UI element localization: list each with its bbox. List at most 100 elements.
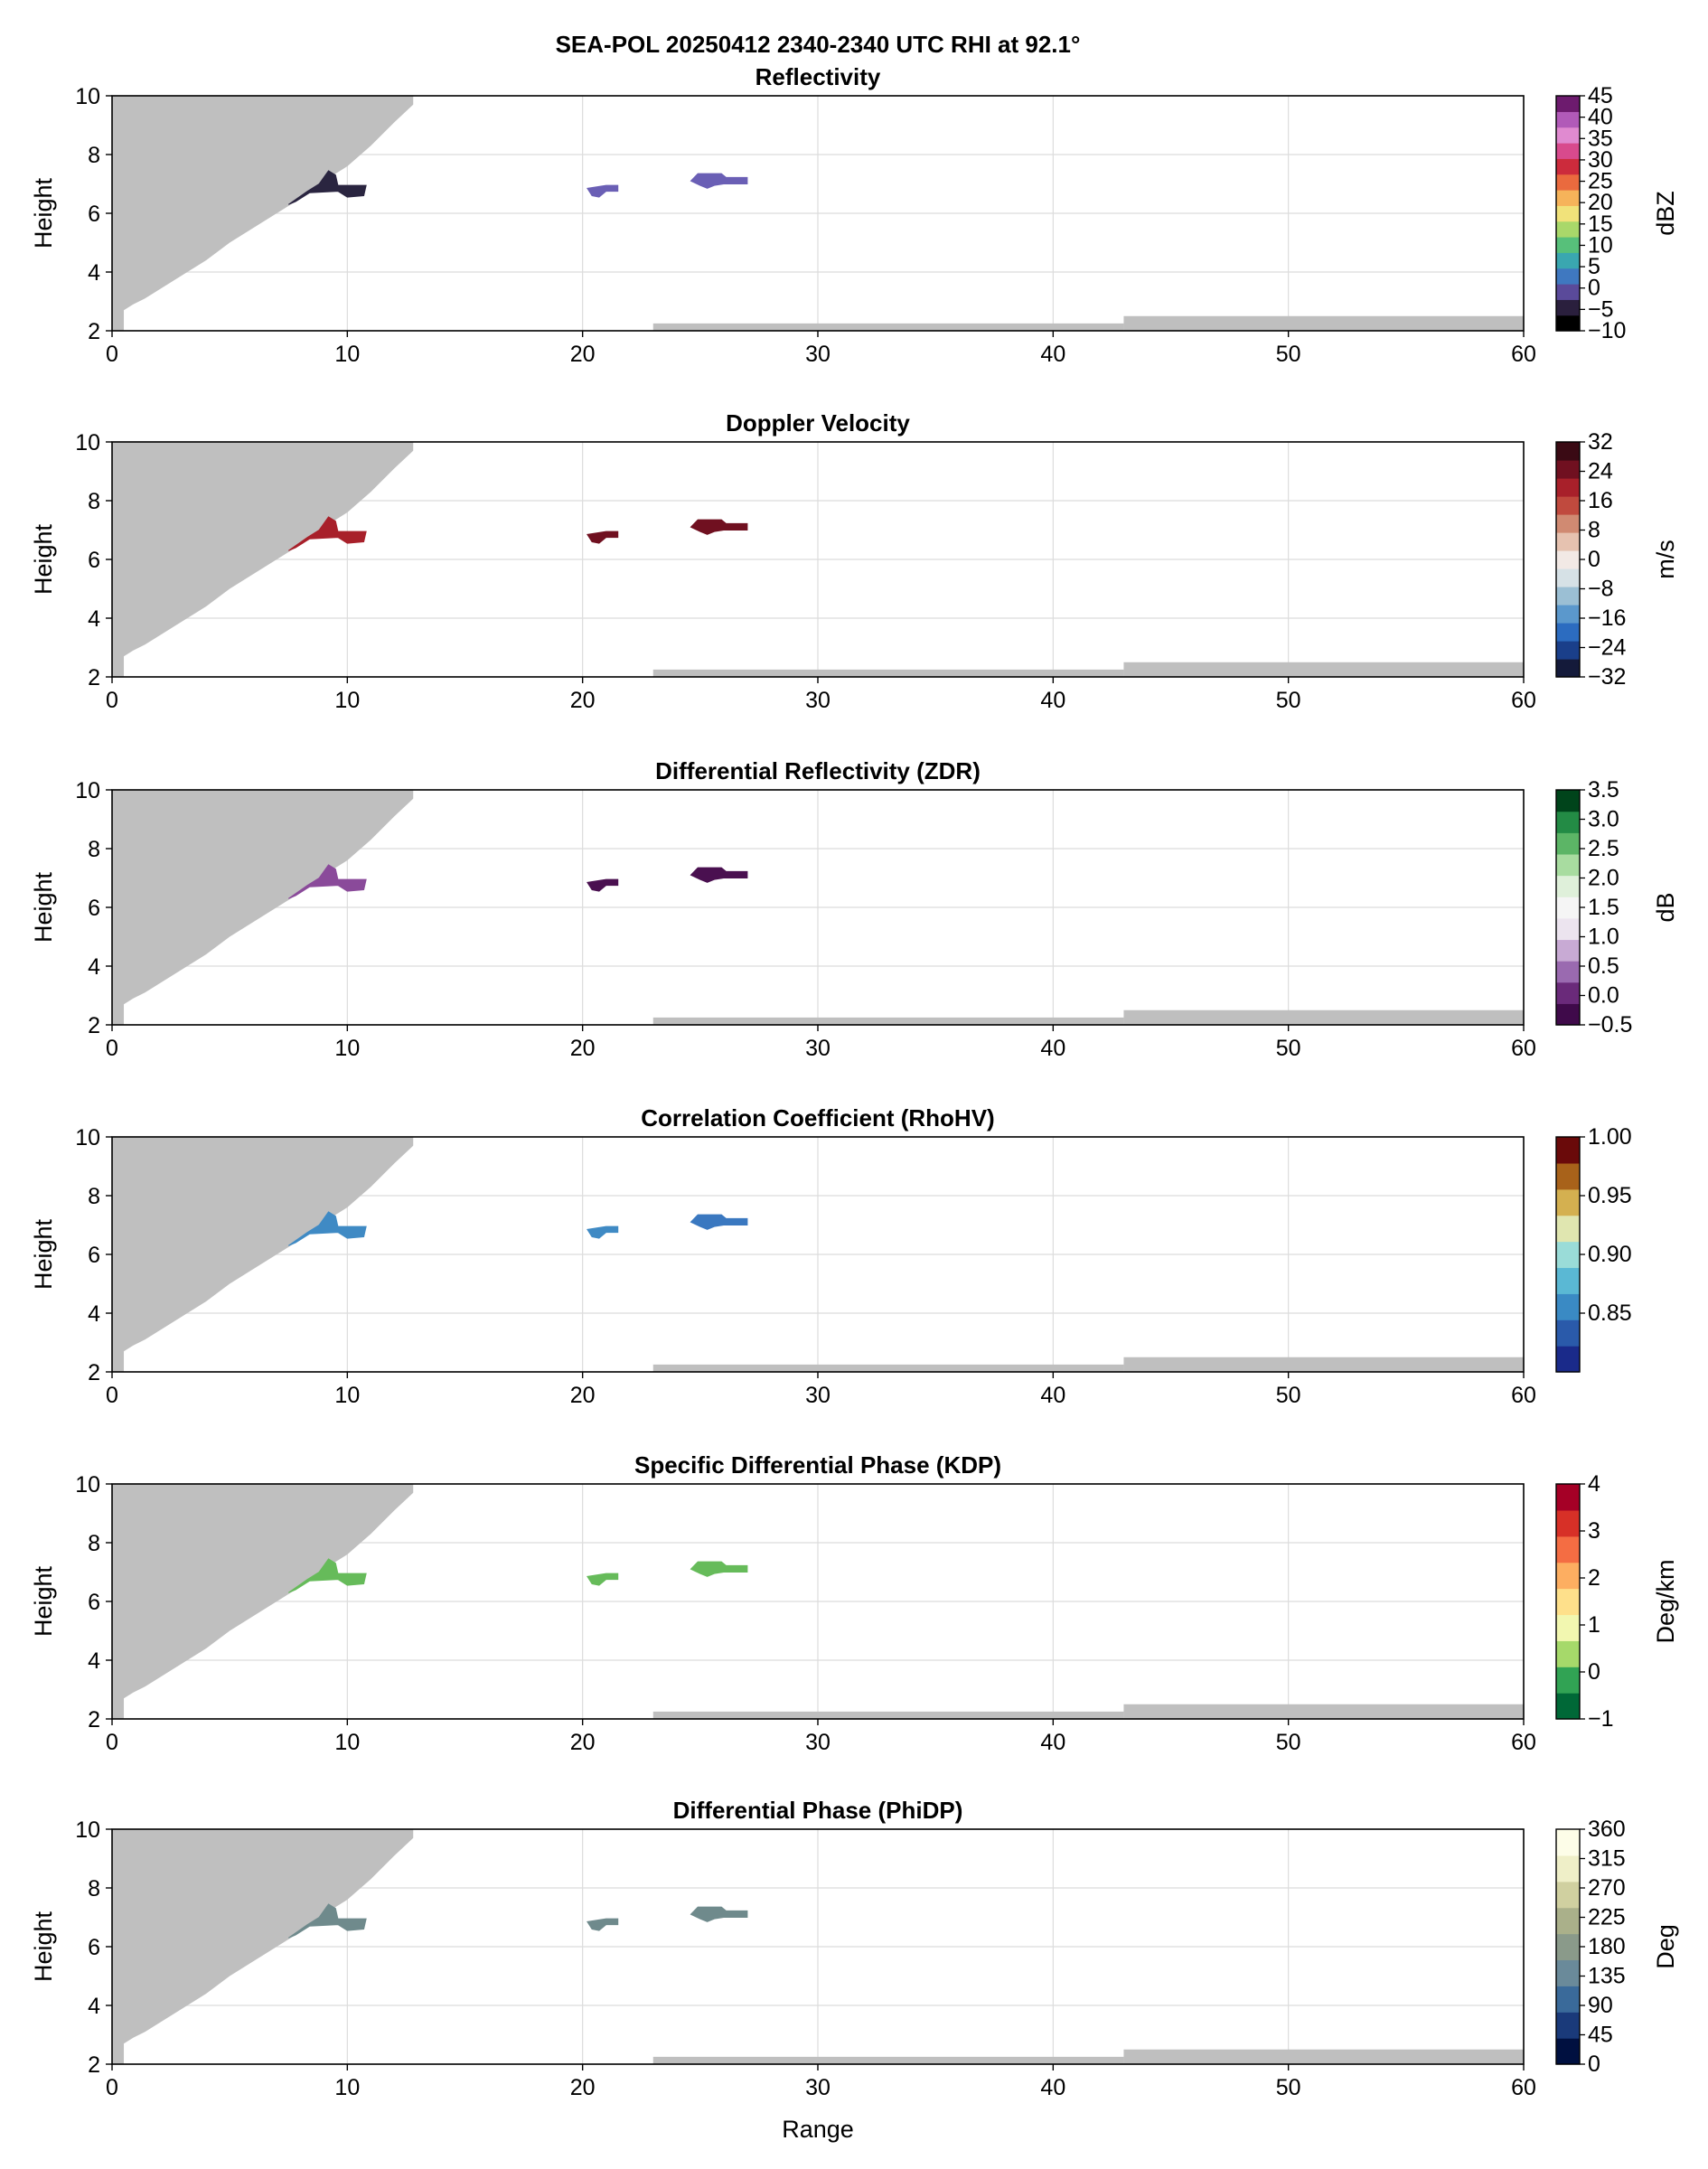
y-axis-label: Height [30,177,57,249]
x-tick-label: 10 [334,1036,360,1061]
colorbar-segment [1556,1693,1580,1720]
colorbar-tick-label: 135 [1588,1964,1626,1989]
colorbar-segment [1556,1854,1580,1883]
colorbar-tick-label: 1.5 [1588,895,1619,920]
echo-mid [587,1918,619,1931]
ground-clutter-strip [1123,1009,1524,1025]
colorbar-tick-label: 2 [1588,1565,1600,1591]
colorbar: 0 45 90 135 180 225 270 315 360 Deg [1555,1817,1679,2077]
x-tick-label: 30 [805,342,831,367]
y-tick-label: 10 [75,1817,100,1843]
x-tick-label: 10 [334,688,360,713]
y-tick-label: 8 [88,143,100,168]
colorbar-label: m/s [1652,540,1679,579]
colorbar-tick-label: 0.5 [1588,953,1619,979]
panel-title: Reflectivity [755,63,881,90]
colorbar-segment [1556,315,1580,332]
colorbar-tick-label: −0.5 [1588,1012,1632,1038]
colorbar-label: dB [1652,892,1679,922]
x-tick-label: 40 [1040,688,1065,713]
figure-title: SEA-POL 20250412 2340-2340 UTC RHI at 92… [556,31,1081,58]
echo-mid [587,1225,619,1239]
colorbar-tick-label: 25 [1588,169,1613,194]
colorbar-segment [1556,1188,1580,1216]
colorbar-segment [1556,961,1580,983]
echo-near [287,1903,367,1939]
colorbar-tick-label: 3.5 [1588,777,1619,803]
colorbar-segment [1556,623,1580,642]
y-tick-label: 8 [88,1184,100,1209]
colorbar-segment [1556,1484,1580,1511]
colorbar-tick-label: −8 [1588,577,1614,602]
x-tick-label: 60 [1511,1730,1536,1755]
colorbar-tick-label: 0.90 [1588,1242,1632,1267]
colorbar-tick-label: −1 [1588,1706,1614,1732]
x-tick-label: 40 [1040,1383,1065,1408]
x-tick-label: 20 [570,688,596,713]
panel-title: Differential Phase (PhiDP) [673,1797,963,1824]
x-tick-label: 60 [1511,1383,1536,1408]
colorbar-segment [1556,981,1580,1004]
x-tick-label: 30 [805,688,831,713]
y-axis-label: Height [30,523,57,595]
echo-far [690,519,748,535]
colorbar-segment [1556,284,1580,300]
colorbar-tick-label: 45 [1588,2023,1613,2048]
x-tick-label: 40 [1040,2075,1065,2100]
colorbar-segment [1556,2038,1580,2065]
echo-mid [587,878,619,892]
x-tick-label: 0 [106,2075,118,2100]
y-tick-label: 6 [88,1243,100,1268]
colorbar-segment [1556,1933,1580,1961]
colorbar-tick-label: 5 [1588,254,1600,279]
blocked-sector [112,96,414,331]
x-tick-label: 50 [1276,2075,1301,2100]
y-tick-label: 6 [88,1590,100,1615]
blocked-sector [112,1484,414,1719]
x-tick-label: 50 [1276,688,1301,713]
colorbar-tick-label: 1.0 [1588,925,1619,950]
ground-clutter-strip [1123,662,1524,677]
colorbar-tick-label: 0.95 [1588,1183,1632,1208]
colorbar-tick-label: 45 [1588,83,1613,108]
echo-mid [587,184,619,198]
y-tick-label: 2 [88,1013,100,1038]
echo-near [287,1211,367,1246]
panel-title: Differential Reflectivity (ZDR) [655,757,981,784]
colorbar-segment [1556,1293,1580,1320]
panel-title: Specific Differential Phase (KDP) [634,1451,1001,1479]
x-tick-label: 10 [334,2075,360,2100]
panel-5: Differential Phase (PhiDP)0 10 20 30 40 50 602… [30,1797,1679,2100]
y-tick-label: 4 [88,1648,100,1674]
colorbar-segment [1556,96,1580,112]
y-tick-label: 4 [88,1301,100,1327]
colorbar-tick-label: 35 [1588,126,1613,151]
echo-mid [587,1573,619,1586]
y-tick-label: 2 [88,319,100,344]
ground-clutter-strip [652,1711,1124,1719]
x-tick-label: 20 [570,1036,596,1061]
x-tick-label: 50 [1276,1036,1301,1061]
colorbar-segment [1556,641,1580,660]
x-tick-label: 0 [106,1383,118,1408]
colorbar-tick-label: 3.0 [1588,807,1619,832]
colorbar-tick-label: 10 [1588,232,1613,258]
colorbar-segment [1556,1640,1580,1667]
colorbar-segment [1556,1267,1580,1294]
colorbar-segment [1556,897,1580,919]
panel-title: Correlation Coefficient (RhoHV) [641,1104,994,1131]
colorbar-tick-label: −24 [1588,635,1627,661]
y-tick-label: 10 [75,1472,100,1498]
colorbar-segment [1556,532,1580,551]
colorbar-tick-label: 0.85 [1588,1300,1632,1326]
echo-far [690,1906,748,1922]
x-tick-label: 0 [106,1730,118,1755]
blocked-sector [112,790,414,1025]
colorbar-segment [1556,237,1580,253]
echo-near [287,516,367,551]
colorbar-segment [1556,1003,1580,1026]
y-tick-label: 8 [88,1876,100,1901]
